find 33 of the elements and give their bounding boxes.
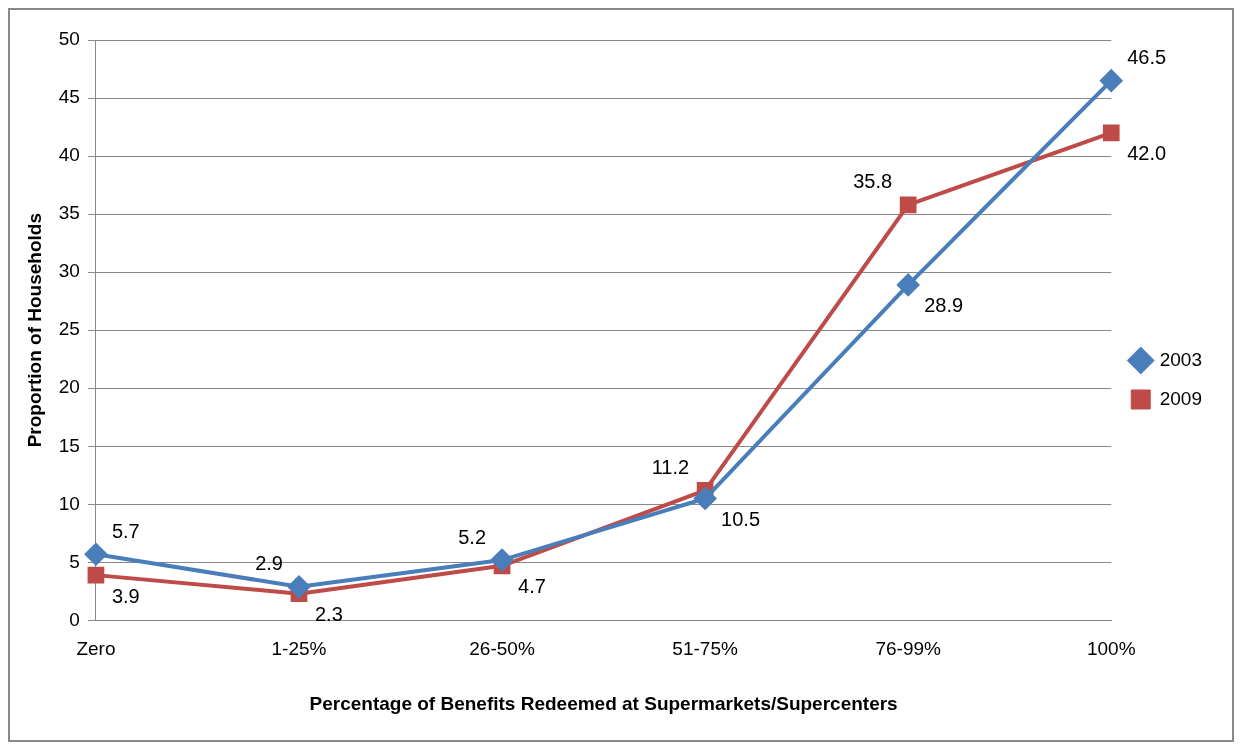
y-tick-label: 50	[58, 28, 80, 50]
x-tick-label: 51-75%	[672, 638, 738, 660]
y-tick-label: 0	[69, 608, 80, 630]
data-label: 5.7	[111, 519, 140, 542]
data-label: 11.2	[651, 455, 690, 478]
y-tick-label: 25	[58, 318, 80, 340]
data-label: 3.9	[111, 584, 140, 607]
data-label: 10.5	[721, 508, 761, 531]
y-axis-title: Proportion of Households	[23, 213, 45, 448]
legend-label: 2003	[1159, 348, 1203, 370]
x-tick-label: 100%	[1086, 638, 1136, 660]
x-tick-label: 26-50%	[469, 638, 535, 660]
data-label: 5.2	[458, 525, 487, 548]
x-tick-label: 76-99%	[875, 638, 942, 660]
y-tick-label: 10	[58, 492, 80, 514]
data-label: 28.9	[924, 294, 964, 317]
x-tick-label: Zero	[76, 638, 116, 660]
y-tick-label: 35	[58, 202, 80, 224]
y-tick-label: 15	[58, 434, 80, 456]
legend-label: 2009	[1159, 387, 1203, 409]
data-label: 4.7	[518, 575, 546, 598]
y-tick-label: 45	[58, 86, 80, 108]
y-tick-label: 5	[69, 550, 80, 572]
y-tick-label: 30	[58, 260, 80, 282]
data-label: 46.5	[1127, 46, 1167, 69]
y-tick-label: 40	[58, 144, 80, 166]
data-label: 42.0	[1127, 142, 1167, 165]
x-axis-title: Percentage of Benefits Redeemed at Supermarkets/Supercenters	[309, 692, 898, 714]
data-label: 2.9	[255, 552, 283, 575]
y-tick-label: 20	[58, 376, 80, 398]
data-label: 35.8	[853, 170, 893, 193]
x-tick-label: 1-25%	[271, 638, 327, 660]
data-label: 2.3	[314, 603, 343, 626]
